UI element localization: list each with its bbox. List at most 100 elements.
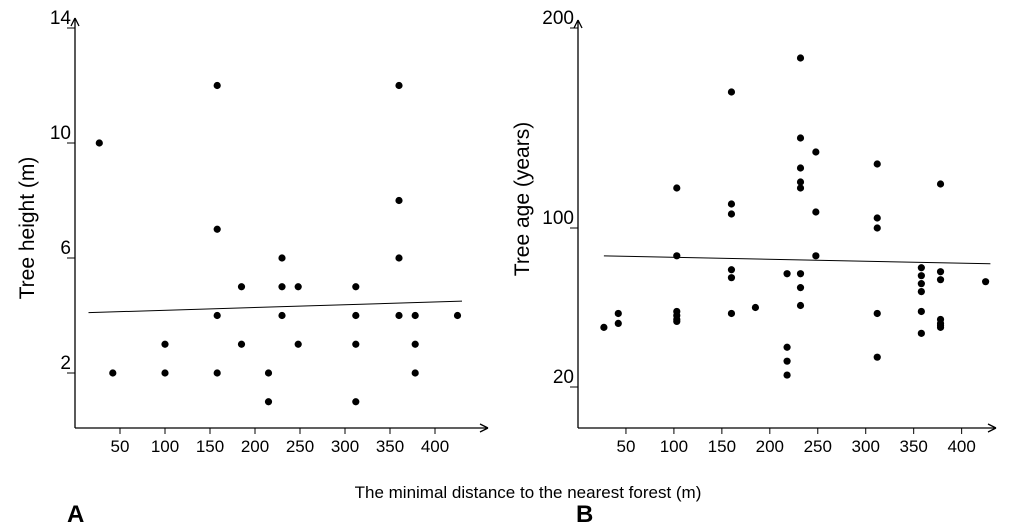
data-point (873, 224, 881, 232)
y-tick-label: 100 (542, 208, 574, 229)
y-tick-label: 10 (50, 123, 71, 144)
data-point (796, 178, 805, 186)
data-point (161, 340, 169, 348)
trend-line (88, 300, 463, 314)
panel-label: A (67, 501, 84, 527)
data-point (352, 311, 360, 320)
x-tick-label: 100 (660, 437, 688, 456)
data-point (812, 148, 820, 156)
data-point (278, 283, 286, 291)
data-point (917, 288, 925, 296)
x-tick-label: 150 (196, 437, 224, 456)
data-point (936, 276, 945, 284)
x-tick-label: 150 (708, 437, 736, 456)
data-point (873, 353, 881, 361)
data-point (917, 329, 925, 337)
x-tick-label: 200 (756, 437, 784, 456)
data-point (936, 268, 945, 276)
x-axis-arrowhead (987, 423, 997, 433)
data-point (411, 311, 419, 320)
data-point (109, 369, 117, 377)
data-point (796, 284, 805, 292)
data-point (264, 369, 273, 377)
data-point (673, 252, 681, 260)
y-axis-title: Tree height (m) (16, 157, 39, 300)
data-point (783, 357, 791, 365)
data-point (161, 369, 169, 377)
data-point (395, 196, 403, 205)
data-point (917, 280, 925, 288)
x-tick-label: 50 (616, 437, 635, 456)
data-point (727, 200, 736, 208)
data-point (294, 340, 302, 348)
data-point (395, 81, 403, 90)
data-point (352, 398, 360, 406)
data-point (614, 309, 622, 318)
data-point (213, 225, 221, 233)
y-tick-label: 6 (60, 238, 71, 259)
data-point (936, 321, 945, 329)
data-point (395, 311, 403, 320)
data-point (812, 252, 820, 260)
x-axis-arrowhead (479, 423, 489, 433)
data-point (917, 264, 925, 272)
y-tick-label: 2 (60, 353, 71, 374)
x-tick-label: 250 (804, 437, 832, 456)
x-tick-label: 350 (899, 437, 927, 456)
data-point (796, 164, 805, 172)
data-point (982, 278, 990, 286)
y-axis-arrowhead (70, 17, 80, 27)
data-point (751, 303, 760, 312)
data-point (395, 254, 403, 262)
data-point (727, 309, 736, 318)
y-axis-title: Tree age (years) (511, 122, 534, 276)
data-point (727, 274, 736, 282)
data-point (936, 180, 945, 188)
data-point (727, 210, 736, 218)
data-point (237, 283, 246, 291)
x-tick-label: 200 (241, 437, 269, 456)
data-point (411, 369, 419, 377)
data-point (796, 54, 805, 62)
data-point (614, 319, 622, 327)
panel-a: 50 100 150 200 250 300 350 400 2 6 10 14 Tree height… (16, 8, 489, 527)
x-tick-label: 100 (151, 437, 179, 456)
x-tick-label: 300 (852, 437, 880, 456)
data-point (352, 283, 360, 291)
x-tick-label: 250 (286, 437, 314, 456)
data-point (796, 134, 805, 142)
x-tick-label: 400 (947, 437, 975, 456)
data-point (873, 160, 881, 168)
data-point (278, 254, 286, 262)
data-point (727, 88, 736, 96)
data-point (213, 81, 221, 90)
data-point (237, 340, 246, 348)
data-point (796, 184, 805, 192)
data-point (453, 311, 462, 320)
data-point (278, 311, 286, 320)
data-point (812, 208, 820, 216)
panel-b: 50 100 150 200 250 300 350 400 20 100 200 Tree age … (511, 8, 997, 527)
data-point (264, 398, 273, 406)
x-tick-label: 400 (421, 437, 449, 456)
data-point (673, 184, 681, 192)
panel-label: B (576, 501, 593, 527)
data-point (796, 301, 805, 310)
data-point (783, 343, 791, 351)
data-point (600, 323, 608, 331)
data-point (213, 311, 221, 320)
data-point (95, 139, 103, 147)
x-tick-label: 300 (331, 437, 359, 456)
data-point (213, 369, 221, 377)
x-tick-label: 50 (111, 437, 130, 456)
data-point (727, 266, 736, 274)
data-point (917, 307, 925, 316)
data-point (917, 272, 925, 280)
y-axis-arrowhead (573, 19, 583, 29)
data-point (796, 270, 805, 278)
y-tick-label: 20 (553, 367, 574, 388)
y-tick-label: 200 (542, 8, 574, 29)
trend-line (603, 255, 991, 265)
data-point (352, 340, 360, 348)
